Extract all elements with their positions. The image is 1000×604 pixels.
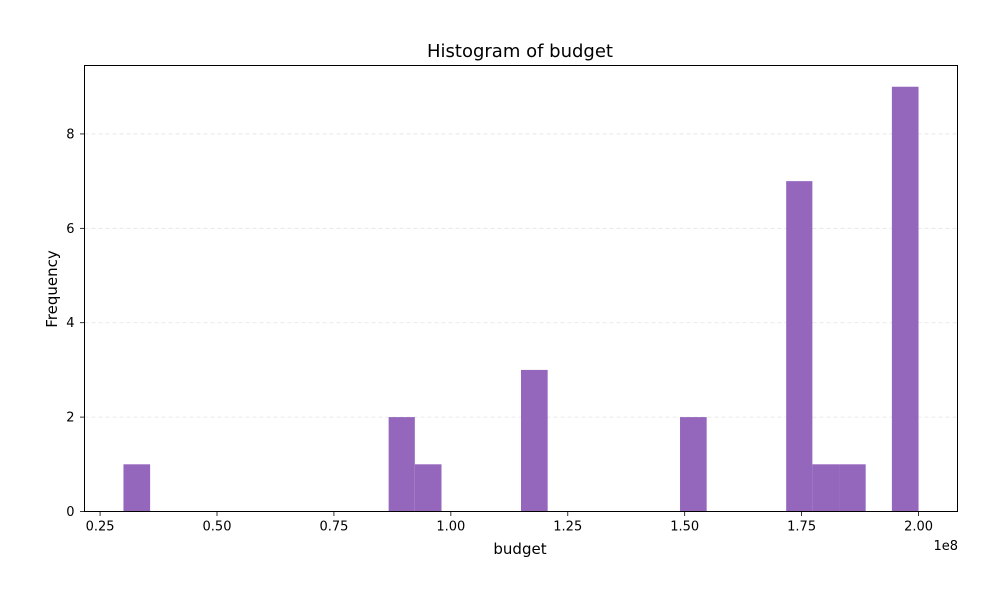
- x-tick-label: 0.75: [319, 520, 348, 535]
- histogram-bar: [786, 181, 813, 512]
- x-tick-label: 1.00: [436, 520, 465, 535]
- y-tick-label: 4: [66, 316, 74, 331]
- y-tick-label: 6: [66, 222, 74, 237]
- y-tick-label: 2: [66, 411, 74, 426]
- bars-layer: [123, 86, 919, 512]
- chart-title: Histogram of budget: [427, 41, 613, 62]
- x-tick-label: 0.50: [203, 520, 232, 535]
- x-tick-label: 1.50: [670, 520, 699, 535]
- y-tick-label: 0: [66, 505, 74, 520]
- histogram-bar: [839, 464, 866, 512]
- histogram-bar: [388, 417, 415, 512]
- histogram-bar: [680, 417, 707, 512]
- y-tick-label: 8: [66, 127, 74, 142]
- histogram-bar: [123, 464, 151, 512]
- ticks-layer: 0.25 0.50 0.75 1.00 1.25 1.50 1.75 2.00 0 2 4 6 8: [66, 127, 933, 534]
- histogram-bar: [812, 464, 840, 512]
- x-offset-label: 1e8: [933, 539, 958, 554]
- x-tick-label: 0.25: [86, 520, 115, 535]
- x-tick-label: 2.00: [904, 520, 933, 535]
- x-tick-label: 1.75: [787, 520, 816, 535]
- histogram-bar: [521, 369, 548, 512]
- x-axis-label: budget: [493, 540, 546, 558]
- histogram-bar: [891, 86, 919, 512]
- y-axis-label: Frequency: [43, 250, 61, 328]
- histogram-bar: [414, 464, 442, 512]
- x-tick-label: 1.25: [553, 520, 582, 535]
- plot-frame: [84, 65, 958, 512]
